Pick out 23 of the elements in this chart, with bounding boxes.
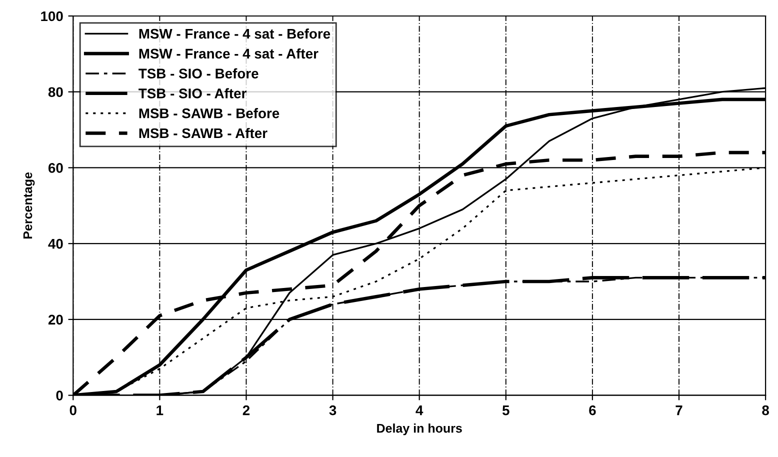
legend-label: MSW - France - 4 sat - After <box>139 48 318 59</box>
x-tick-label: 2 <box>242 405 250 416</box>
x-tick-label: 8 <box>762 405 769 416</box>
legend-label: MSB - SAWB - After <box>139 128 268 138</box>
y-tick-label: 40 <box>48 238 63 249</box>
x-tick-label: 0 <box>70 405 76 416</box>
x-tick-label: 5 <box>502 406 510 416</box>
legend-label: MSB - SAWB - Before <box>139 108 280 118</box>
x-tick-label: 3 <box>329 405 336 416</box>
y-tick-label: 80 <box>48 87 63 98</box>
legend-label: TSB - SIO - After <box>138 88 246 98</box>
x-axis-title: Delay in hours <box>377 424 462 436</box>
y-tick-label: 60 <box>48 163 63 173</box>
y-tick-label: 20 <box>48 314 63 325</box>
x-tick-label: 7 <box>676 406 682 416</box>
x-tick-label: 1 <box>156 406 164 416</box>
legend-label: TSB - SIO - Before <box>138 68 258 78</box>
x-tick-label: 6 <box>589 405 596 416</box>
y-tick-label: 0 <box>56 390 63 400</box>
x-tick-label: 4 <box>416 406 424 416</box>
y-tick-label: 100 <box>41 11 63 22</box>
legend-label: MSW - France - 4 sat - Before <box>139 28 330 39</box>
y-axis-title: Percentage <box>23 172 35 239</box>
